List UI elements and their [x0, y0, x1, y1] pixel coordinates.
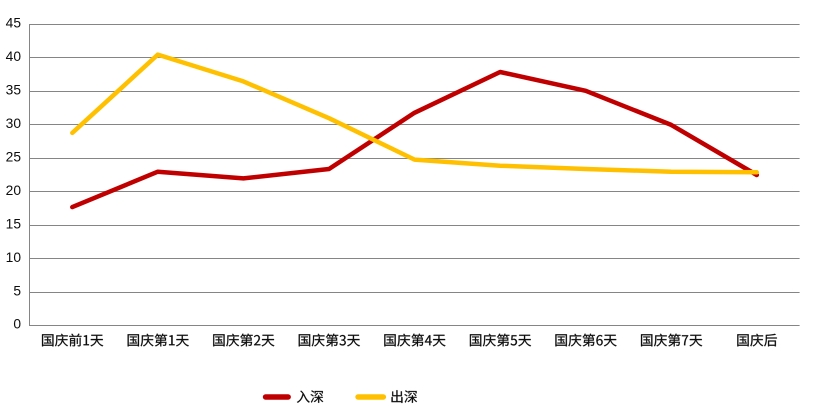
- svg-text:35: 35: [6, 83, 22, 98]
- svg-text:25: 25: [6, 150, 22, 165]
- svg-text:0: 0: [13, 317, 21, 332]
- svg-text:45: 45: [6, 16, 22, 31]
- svg-text:20: 20: [6, 183, 22, 198]
- svg-text:5: 5: [13, 283, 21, 298]
- svg-text:15: 15: [6, 216, 22, 231]
- svg-text:40: 40: [6, 49, 22, 64]
- svg-text:10: 10: [6, 250, 22, 265]
- svg-text:30: 30: [6, 116, 22, 131]
